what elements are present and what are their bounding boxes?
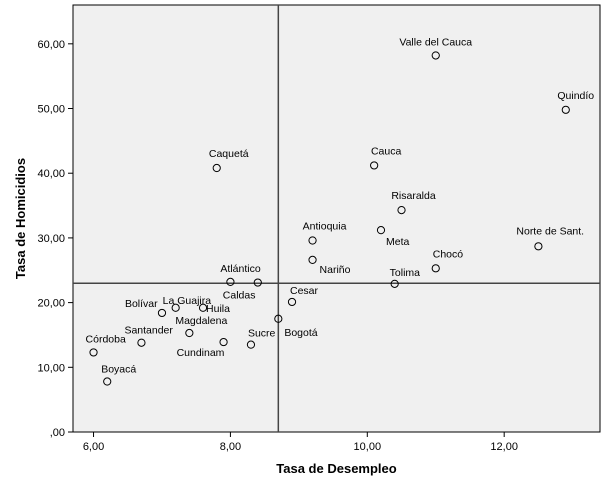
y-tick-label: 60,00 <box>37 39 65 51</box>
point-label: Chocó <box>433 248 464 260</box>
data-point <box>376 226 386 235</box>
point-label: Córdoba <box>86 333 126 345</box>
data-point <box>397 205 406 215</box>
point-label: Caquetá <box>209 148 249 160</box>
point-label: Atlántico <box>220 263 260 275</box>
data-point <box>390 279 399 288</box>
data-point <box>185 328 194 338</box>
point-label: Santander <box>124 325 173 337</box>
y-axis: ,00 10,00 20,00 30,00 40,00 50,00 60,00 <box>37 39 73 439</box>
y-axis-title: Tasa de Homicidios <box>13 158 28 279</box>
point-label: Sucre <box>248 328 276 340</box>
data-point <box>89 348 98 357</box>
y-tick-label: 30,00 <box>37 233 65 245</box>
data-point <box>561 105 570 114</box>
data-point <box>219 337 228 347</box>
y-tick-label: 10,00 <box>37 362 65 374</box>
x-axis: 6,00 8,00 10,00 12,00 <box>83 432 518 453</box>
point-label: Meta <box>386 236 410 248</box>
data-point <box>253 278 262 287</box>
x-tick-label: 8,00 <box>220 441 241 453</box>
point-label: Risaralda <box>391 190 436 202</box>
point-label: Magdalena <box>175 315 227 327</box>
point-label: Cundinam <box>177 347 225 359</box>
data-point <box>274 314 283 323</box>
point-label: Norte de Sant. <box>516 225 584 237</box>
point-label: Bolívar <box>125 298 158 310</box>
x-tick-label: 12,00 <box>490 441 518 453</box>
point-label: Cauca <box>371 145 402 157</box>
data-point <box>308 236 317 245</box>
y-tick-label: 20,00 <box>37 298 65 310</box>
data-point <box>431 51 440 60</box>
data-point <box>212 163 221 173</box>
data-point <box>308 255 317 265</box>
point-label: Valle del Cauca <box>399 36 472 48</box>
x-axis-title: Tasa de Desempleo <box>276 461 396 476</box>
y-tick-label: 50,00 <box>37 104 65 116</box>
data-point <box>431 264 440 273</box>
data-point <box>157 308 167 318</box>
point-label: Caldas <box>223 290 256 302</box>
point-label: Boyacá <box>101 364 136 376</box>
point-label: Quindío <box>557 90 594 102</box>
point-label: Antioquia <box>303 220 347 232</box>
data-point <box>246 340 256 349</box>
y-tick-label: 40,00 <box>37 168 65 180</box>
point-labels: Valle del Cauca Quindío Caquetá Cauca Risara… <box>86 36 595 375</box>
point-label: Bogotá <box>284 327 317 339</box>
point-label: Tolima <box>390 267 421 279</box>
data-point <box>198 303 208 312</box>
data-point <box>171 303 180 312</box>
data-point <box>287 297 297 307</box>
x-tick-label: 6,00 <box>83 441 104 453</box>
data-point <box>137 338 146 347</box>
plot-area <box>72 4 601 433</box>
x-tick-label: 10,00 <box>354 441 382 453</box>
data-points <box>89 51 570 386</box>
point-label: La Guajira <box>163 295 212 307</box>
y-tick-label: ,00 <box>50 427 65 439</box>
point-label: Cesar <box>290 285 319 297</box>
point-label: Nariño <box>320 264 351 276</box>
data-point <box>103 377 112 386</box>
data-point <box>370 161 379 170</box>
point-label: Huila <box>206 303 230 315</box>
data-point <box>226 277 235 287</box>
data-point <box>534 242 543 251</box>
